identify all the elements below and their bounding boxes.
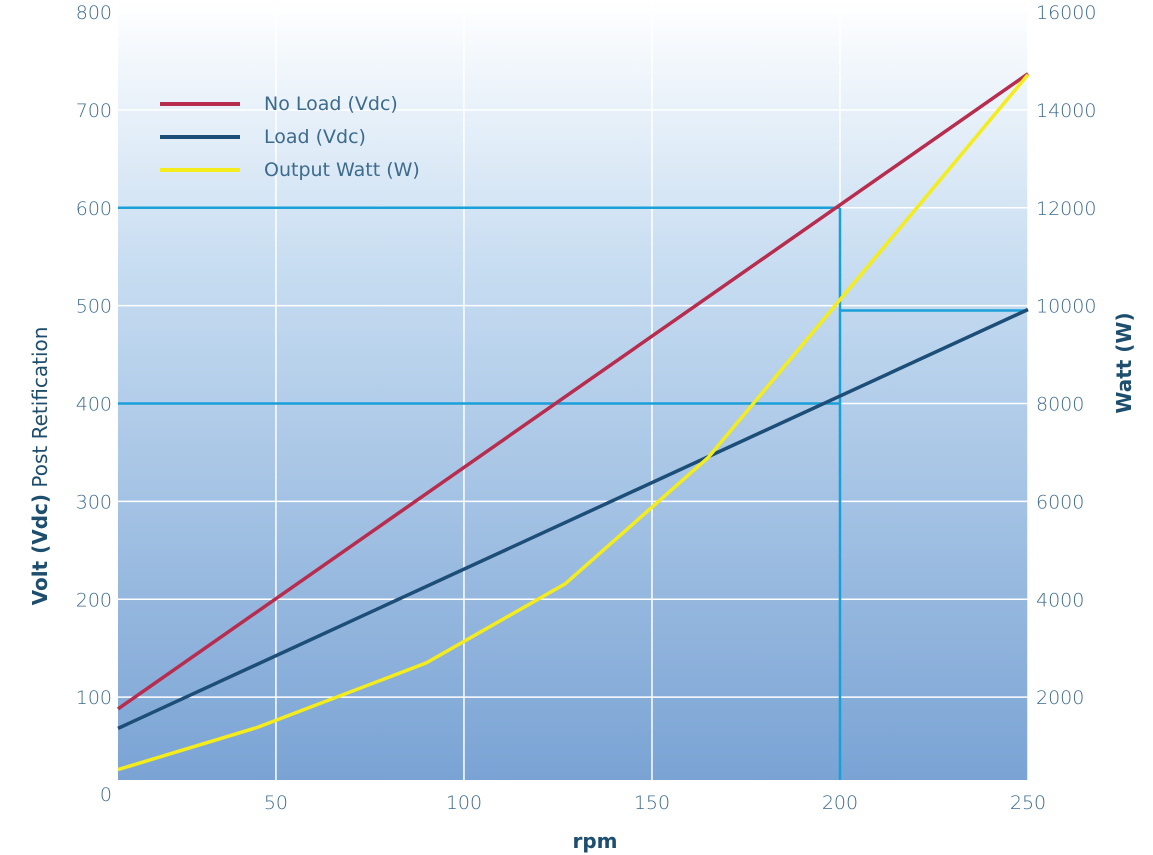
- x-tick-label-250: 250: [1010, 792, 1046, 814]
- y-tick-label-700: 700: [76, 100, 112, 122]
- y-tick-label-800: 800: [76, 2, 112, 24]
- y-tick-label-0: 0: [100, 784, 112, 806]
- y-tick-label-600: 600: [76, 198, 112, 220]
- y-tick-label-400: 400: [76, 394, 112, 416]
- series-lines: [116, 72, 1030, 772]
- y-axis-title-bold: Volt (Vdc): [28, 494, 52, 605]
- reference-lines: [118, 206, 1028, 780]
- y2-tick-label-8000: 8000: [1036, 394, 1084, 416]
- series-line-load-vdc: [117, 307, 1029, 730]
- y2-tick-label-2000: 2000: [1036, 687, 1084, 709]
- x-axis-title: rpm: [572, 829, 617, 853]
- x-tick-labels: 50 100 150 200 250: [264, 792, 1046, 814]
- legend-label-output-watt-w: Output Watt (W): [264, 159, 420, 181]
- y2-tick-label-12000: 12000: [1036, 198, 1096, 220]
- y2-tick-label-4000: 4000: [1036, 589, 1084, 611]
- y2-tick-label-16000: 16000: [1036, 2, 1096, 24]
- y-tick-label-100: 100: [76, 687, 112, 709]
- y2-tick-label-10000: 10000: [1036, 296, 1096, 318]
- x-tick-label-100: 100: [446, 792, 482, 814]
- x-tick-label-200: 200: [822, 792, 858, 814]
- legend: No Load (Vdc) Load (Vdc) Output Watt (W): [160, 93, 420, 181]
- y-tick-label-500: 500: [76, 296, 112, 318]
- y2-tick-label-14000: 14000: [1036, 100, 1096, 122]
- y2-tick-labels: 2000 4000 6000 8000 10000 12000 14000 16000: [1036, 2, 1096, 709]
- y-axis-title: Volt (Vdc) Post Retification: [28, 327, 52, 606]
- y-tick-labels: 0 100 200 300 400 500 600 700 800: [76, 2, 112, 806]
- y-axis-title-rest: Post Retification: [28, 327, 52, 494]
- x-tick-label-50: 50: [264, 792, 288, 814]
- series-line-output-watt-w: [117, 73, 1030, 772]
- series-line-no-load-vdc: [116, 72, 1030, 711]
- y-tick-label-200: 200: [76, 589, 112, 611]
- y2-axis-title: Watt (W): [1112, 312, 1136, 413]
- legend-label-load-vdc: Load (Vdc): [264, 126, 366, 148]
- legend-label-no-load-vdc: No Load (Vdc): [264, 93, 398, 115]
- x-tick-label-150: 150: [634, 792, 670, 814]
- y-tick-label-300: 300: [76, 491, 112, 513]
- y2-tick-label-6000: 6000: [1036, 491, 1084, 513]
